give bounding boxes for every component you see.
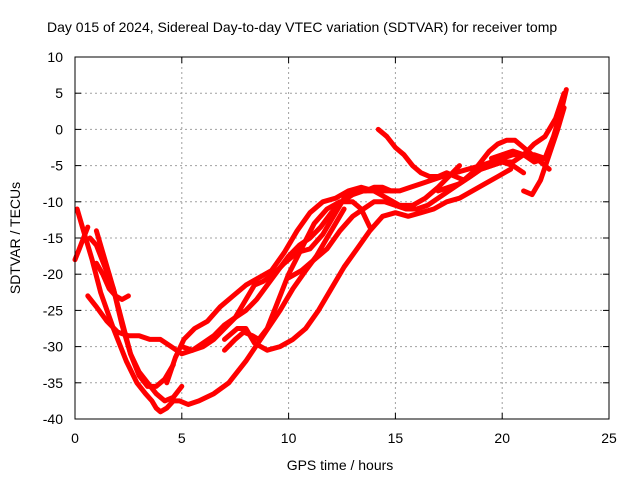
- series-line-s5: [93, 260, 131, 302]
- tick-marks: [74, 56, 610, 420]
- y-tick-label: 5: [55, 85, 63, 101]
- y-tick-label: 10: [47, 49, 63, 65]
- x-tick-label: 5: [178, 430, 186, 446]
- series-line-s15: [72, 224, 91, 263]
- x-tick-label: 25: [601, 430, 617, 446]
- series-line-s12: [435, 90, 567, 194]
- y-tick-label: -15: [43, 230, 63, 246]
- series-line-s6: [164, 163, 462, 386]
- x-tick-label: 0: [71, 430, 79, 446]
- y-tick-label: -35: [43, 375, 63, 391]
- series-group: [72, 87, 569, 415]
- y-tick-label: -25: [43, 302, 63, 318]
- series-line-s7: [179, 152, 548, 353]
- x-tick-label: 20: [494, 430, 510, 446]
- grid: [75, 57, 609, 419]
- y-tick-label: -10: [43, 194, 63, 210]
- x-axis-label: GPS time / hours: [287, 457, 394, 473]
- chart-title: Day 015 of 2024, Sidereal Day-to-day VTE…: [47, 19, 557, 35]
- series-line-s14: [521, 105, 567, 198]
- y-tick-label: -30: [43, 339, 63, 355]
- x-tick-labels: 0 5 10 15 20 25: [71, 430, 617, 446]
- y-tick-label: -20: [43, 266, 63, 282]
- x-tick-label: 15: [388, 430, 404, 446]
- y-tick-labels: -40 -35 -30 -25 -20 -15 -10 -5 0 5 10: [43, 49, 63, 427]
- y-tick-label: -40: [43, 411, 63, 427]
- y-tick-label: 0: [55, 121, 63, 137]
- y-tick-label: -5: [51, 158, 64, 174]
- x-tick-label: 10: [281, 430, 297, 446]
- series-line-s4: [93, 228, 185, 404]
- series-line-s9: [222, 166, 514, 353]
- y-axis-label: SDTVAR / TECUs: [7, 182, 23, 294]
- series-line-s1: [74, 206, 347, 415]
